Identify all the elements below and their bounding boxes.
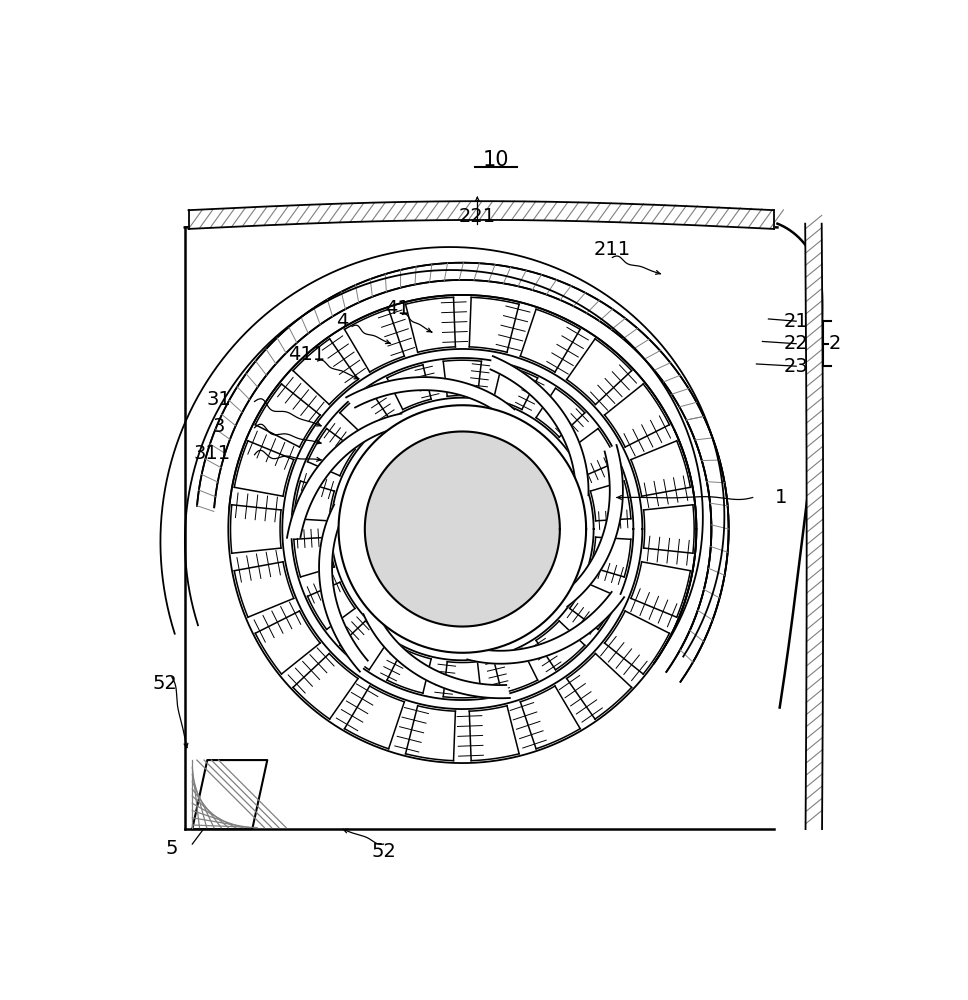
Text: 52: 52 [371, 842, 396, 861]
Polygon shape [294, 481, 334, 521]
Polygon shape [293, 654, 358, 719]
Polygon shape [469, 706, 519, 761]
Polygon shape [256, 611, 320, 674]
Text: 311: 311 [194, 444, 231, 463]
Polygon shape [287, 414, 408, 538]
Polygon shape [387, 649, 431, 693]
Polygon shape [491, 356, 589, 499]
Polygon shape [570, 582, 618, 629]
Polygon shape [570, 429, 618, 476]
Polygon shape [590, 537, 631, 577]
Polygon shape [494, 649, 537, 693]
Polygon shape [308, 582, 355, 629]
Polygon shape [566, 339, 632, 404]
Polygon shape [443, 662, 481, 698]
Text: 2: 2 [829, 334, 841, 353]
Text: 41: 41 [384, 299, 409, 318]
Polygon shape [443, 360, 481, 396]
Text: 4: 4 [336, 312, 348, 331]
Text: 5: 5 [166, 839, 178, 858]
Text: 10: 10 [483, 150, 509, 170]
Polygon shape [308, 429, 355, 476]
Text: 23: 23 [784, 357, 808, 376]
Text: 31: 31 [206, 390, 231, 409]
Polygon shape [340, 621, 388, 670]
Text: 221: 221 [459, 207, 496, 226]
Polygon shape [631, 562, 690, 617]
Polygon shape [347, 377, 515, 422]
Polygon shape [521, 309, 580, 372]
Polygon shape [345, 309, 405, 372]
Polygon shape [678, 416, 729, 662]
Polygon shape [340, 388, 388, 437]
Text: 22: 22 [784, 334, 808, 353]
Polygon shape [234, 441, 293, 496]
Polygon shape [256, 384, 320, 447]
Text: 21: 21 [784, 312, 808, 331]
Polygon shape [319, 505, 368, 672]
Polygon shape [387, 365, 431, 410]
Text: 211: 211 [593, 240, 631, 259]
Polygon shape [345, 686, 405, 749]
Polygon shape [469, 297, 519, 352]
Polygon shape [339, 405, 587, 653]
Polygon shape [193, 760, 267, 829]
Polygon shape [363, 605, 510, 698]
Polygon shape [644, 505, 694, 553]
Polygon shape [230, 505, 281, 553]
Polygon shape [406, 706, 455, 761]
Polygon shape [293, 339, 358, 404]
Polygon shape [494, 365, 537, 410]
Polygon shape [521, 686, 580, 749]
Polygon shape [590, 481, 631, 521]
Polygon shape [294, 537, 334, 577]
Polygon shape [605, 611, 670, 674]
Text: 52: 52 [152, 674, 177, 693]
Text: 1: 1 [775, 488, 787, 507]
Polygon shape [406, 297, 455, 352]
Polygon shape [234, 562, 293, 617]
Polygon shape [605, 384, 670, 447]
Polygon shape [631, 441, 690, 496]
Polygon shape [566, 654, 632, 719]
Polygon shape [536, 621, 585, 670]
Polygon shape [467, 592, 624, 664]
Polygon shape [197, 263, 704, 507]
Text: 411: 411 [288, 345, 325, 364]
Polygon shape [557, 445, 622, 607]
Polygon shape [536, 388, 585, 437]
Polygon shape [365, 431, 560, 627]
Text: 3: 3 [212, 417, 225, 436]
